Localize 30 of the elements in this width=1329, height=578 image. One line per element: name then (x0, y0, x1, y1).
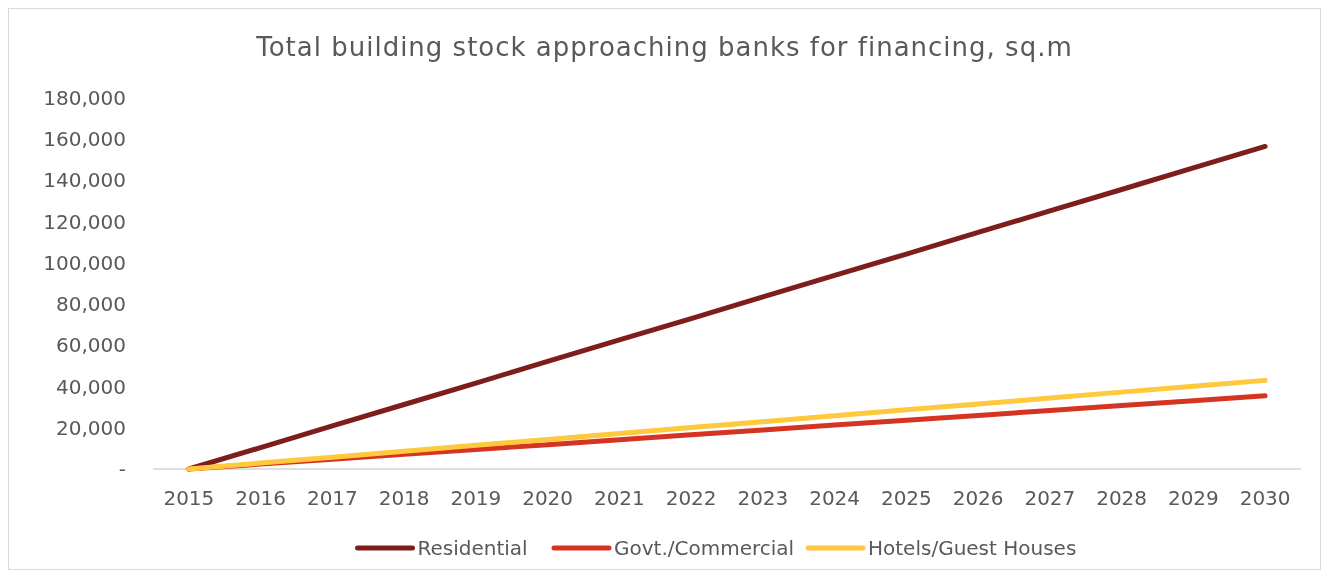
x-tick-label: 2027 (1024, 486, 1076, 510)
x-tick-label: 2026 (952, 486, 1004, 510)
y-tick-label: 60,000 (56, 333, 126, 358)
y-tick-label: 100,000 (43, 250, 126, 275)
x-tick-label: 2022 (665, 486, 717, 510)
x-tick-label: 2016 (235, 486, 287, 510)
x-tick-label: 2017 (306, 486, 358, 510)
y-tick-label: 120,000 (43, 209, 126, 234)
x-tick-label: 2030 (1239, 486, 1291, 510)
y-tick-label: - (118, 457, 126, 481)
x-tick-label: 2015 (163, 486, 215, 510)
legend-label: Hotels/Guest Houses (868, 536, 1077, 560)
x-tick-label: 2029 (1167, 486, 1219, 510)
y-tick-label: 40,000 (56, 374, 126, 399)
x-tick-label: 2024 (809, 486, 861, 510)
y-tick-label: 180,000 (43, 86, 126, 110)
x-tick-label: 2025 (880, 486, 932, 510)
x-tick-label: 2018 (378, 486, 430, 510)
legend-label: Residential (417, 536, 528, 560)
x-tick-label: 2019 (450, 486, 502, 510)
y-tick-label: 160,000 (43, 127, 126, 152)
x-tick-label: 2021 (593, 486, 645, 510)
x-tick-label: 2020 (522, 486, 574, 510)
legend-label: Govt./Commercial (614, 536, 795, 560)
y-tick-label: 20,000 (56, 415, 126, 440)
x-tick-label: 2028 (1096, 486, 1148, 510)
y-tick-label: 80,000 (56, 292, 126, 317)
chart-title: Total building stock approaching banks for financing, sq.m (255, 32, 1073, 62)
y-tick-label: 140,000 (43, 168, 126, 193)
x-tick-label: 2023 (737, 486, 789, 510)
